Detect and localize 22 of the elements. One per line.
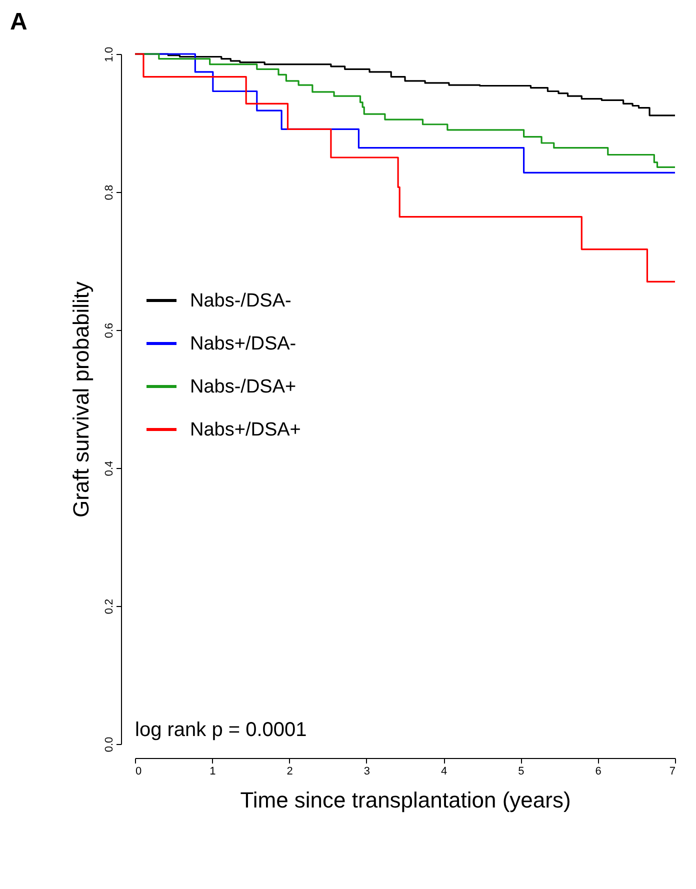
chart-title: A bbox=[10, 8, 28, 36]
x-axis-title: Time since transplantation (years) bbox=[240, 788, 571, 812]
y-tick-label: 0.2 bbox=[104, 598, 116, 614]
legend-label: Nabs-/DSA+ bbox=[190, 376, 296, 398]
x-tick-label: 7 bbox=[669, 766, 676, 778]
legend-label: Nabs+/DSA+ bbox=[190, 420, 301, 440]
y-tick-label: 0.4 bbox=[104, 460, 116, 476]
x-tick-label: 1 bbox=[210, 766, 216, 778]
legend-label: Nabs+/DSA- bbox=[190, 334, 296, 354]
y-tick-label: 0.8 bbox=[104, 184, 116, 200]
annotation: log rank p = 0.0001 bbox=[135, 719, 307, 741]
x-tick-label: 3 bbox=[364, 766, 370, 778]
x-tick-label: 6 bbox=[595, 766, 602, 778]
y-tick-label: 0.6 bbox=[104, 322, 116, 338]
y-tick-label: 0.0 bbox=[104, 736, 116, 752]
x-tick-label: 2 bbox=[286, 766, 293, 778]
x-tick-label: 4 bbox=[441, 766, 448, 778]
x-tick-label: 5 bbox=[518, 766, 524, 778]
legend-label: Nabs-/DSA- bbox=[190, 290, 292, 312]
x-tick-label: 0 bbox=[136, 766, 142, 778]
y-tick-label: 1.0 bbox=[104, 46, 116, 62]
y-axis-title: Graft survival probability bbox=[68, 282, 94, 518]
